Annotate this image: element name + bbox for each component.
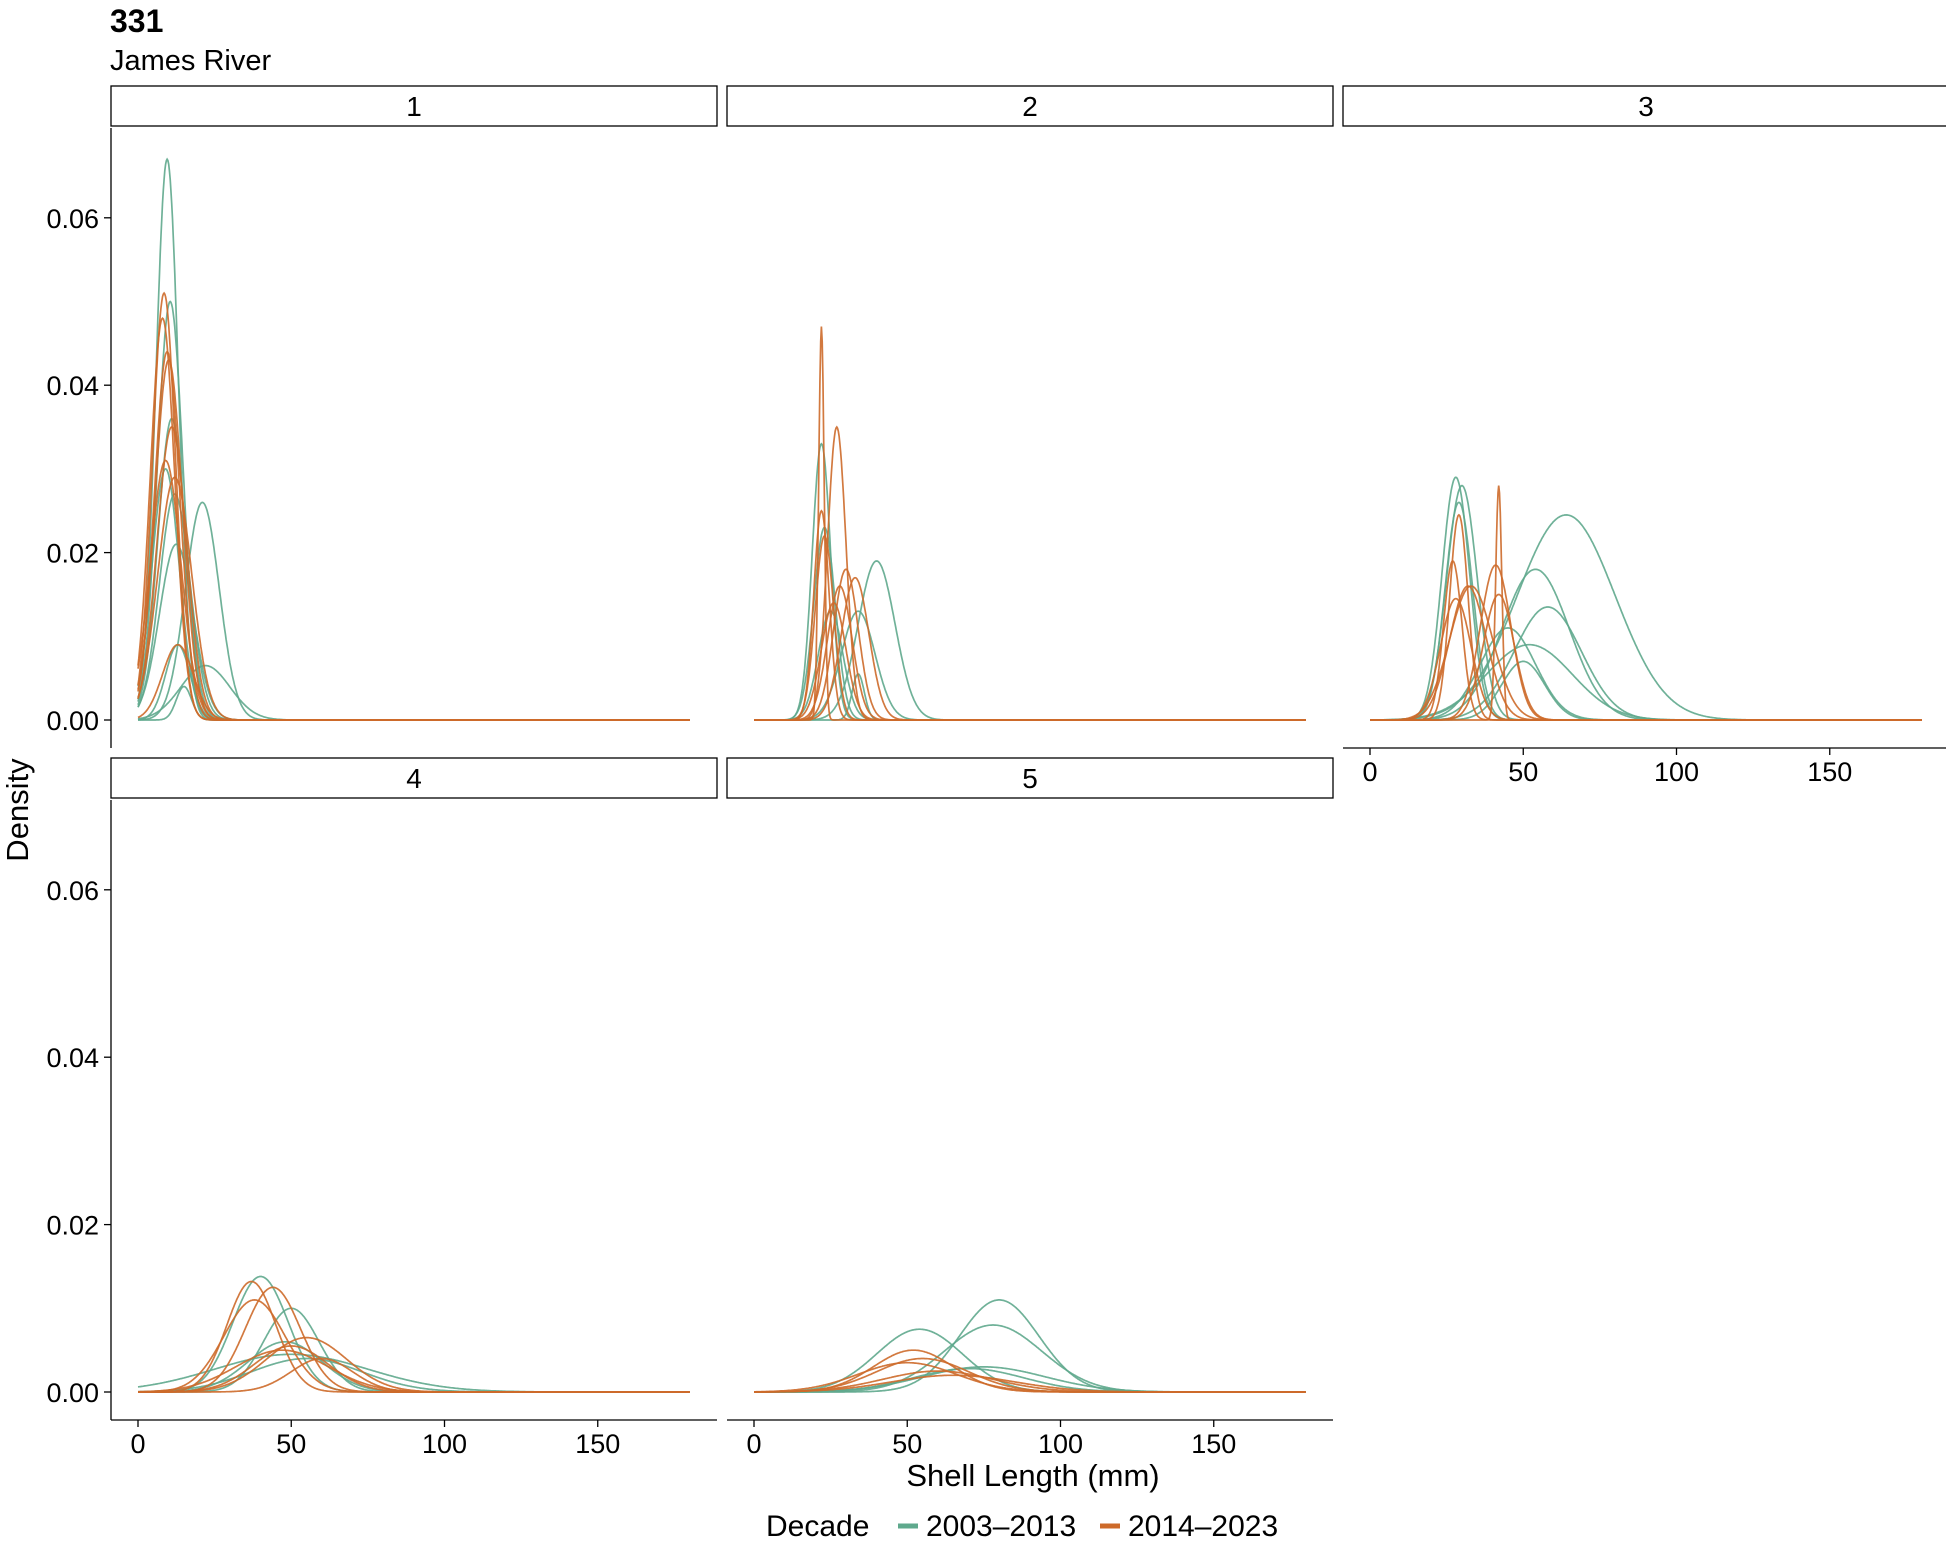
y-tick-label: 0.04 xyxy=(46,371,99,401)
x-tick-label: 50 xyxy=(276,1429,306,1459)
density-curve xyxy=(137,501,690,721)
y-tick-label: 0.02 xyxy=(46,539,99,569)
y-tick-label: 0.02 xyxy=(46,1211,99,1241)
density-curve xyxy=(137,643,690,721)
facet-panel-5: 50 50 100 150 xyxy=(726,757,1334,1459)
density-curve xyxy=(1370,568,1922,721)
facet-strip xyxy=(110,85,718,127)
facet-panel-3: 3 0 50 100 150 xyxy=(1342,85,1946,787)
y-tick-label: 0.06 xyxy=(46,876,99,906)
density-curve xyxy=(1370,564,1922,721)
facet-strip-label: 1 xyxy=(406,91,422,122)
density-curve xyxy=(137,643,690,721)
x-tick-label: 150 xyxy=(1191,1429,1236,1459)
density-curve xyxy=(137,157,690,721)
density-curve xyxy=(1370,513,1922,721)
facet-strip-label: 2 xyxy=(1022,91,1038,122)
density-curve xyxy=(1370,593,1922,721)
density-curve xyxy=(1370,597,1922,721)
y-axis-title: Density xyxy=(0,758,35,862)
x-tick-label: 150 xyxy=(1807,757,1852,787)
legend-label: 2003–2013 xyxy=(926,1510,1076,1543)
density-curve xyxy=(754,601,1306,721)
facet-strip xyxy=(726,85,1334,127)
density-curve xyxy=(138,1357,690,1393)
y-tick-label: 0.04 xyxy=(46,1043,99,1073)
facet-strip xyxy=(726,757,1334,799)
density-curve xyxy=(754,425,1306,721)
x-tick-label: 0 xyxy=(1362,757,1377,787)
legend-label: 2014–2023 xyxy=(1128,1510,1278,1543)
density-curve xyxy=(1370,660,1922,721)
x-tick-label: 50 xyxy=(1508,757,1538,787)
density-curve xyxy=(137,316,690,721)
density-curve xyxy=(1370,514,1922,721)
y-tick-label: 0.00 xyxy=(46,706,99,736)
x-tick-label: 50 xyxy=(892,1429,922,1459)
density-curve xyxy=(138,1299,690,1393)
density-curve xyxy=(137,291,690,721)
facet-strip-label: 4 xyxy=(406,763,422,794)
x-tick-label: 0 xyxy=(746,1429,761,1459)
facet-strip xyxy=(110,757,718,799)
y-tick-label: 0.00 xyxy=(46,1378,99,1408)
density-curve xyxy=(1370,476,1922,721)
facet-panel-4: 4 0.00 0.02 0.04 0.06 0 50 100 150 xyxy=(46,757,718,1459)
chart-title: 331 xyxy=(110,3,163,39)
x-tick-label: 100 xyxy=(422,1429,467,1459)
density-curve xyxy=(137,359,690,721)
density-curve xyxy=(1370,585,1922,721)
x-tick-label: 0 xyxy=(130,1429,145,1459)
density-curve xyxy=(1370,585,1922,721)
density-curve xyxy=(137,350,690,721)
facet-strip-label: 5 xyxy=(1022,763,1038,794)
density-curve xyxy=(1370,559,1922,721)
chart-subtitle: James River xyxy=(110,45,271,77)
density-curve xyxy=(1370,643,1922,721)
facet-strip xyxy=(1342,85,1946,127)
density-curve xyxy=(754,1299,1306,1393)
density-curve xyxy=(137,543,690,721)
facet-panel-1: 1 0.00 0.02 0.04 0.06 xyxy=(46,85,718,748)
density-curve xyxy=(1370,501,1922,721)
density-curve xyxy=(137,459,690,721)
density-curve xyxy=(754,442,1306,721)
x-tick-label: 100 xyxy=(1038,1429,1083,1459)
density-curve xyxy=(137,300,690,721)
x-tick-label: 150 xyxy=(575,1429,620,1459)
legend: Decade 2003–2013 2014–2023 xyxy=(766,1510,1278,1543)
density-curve xyxy=(138,1349,690,1393)
x-tick-label: 100 xyxy=(1654,757,1699,787)
y-tick-label: 0.06 xyxy=(46,204,99,234)
density-curve xyxy=(754,1374,1306,1393)
density-curve xyxy=(137,493,690,721)
x-axis-title: Shell Length (mm) xyxy=(906,1458,1159,1493)
panels: 10.000.020.040.062 30 50 100 15040.000.020.0… xyxy=(46,85,1946,1459)
legend-title: Decade xyxy=(766,1510,869,1543)
facet-strip-label: 3 xyxy=(1638,91,1654,122)
facet-panel-2: 2 xyxy=(726,85,1334,721)
density-curve xyxy=(137,664,690,721)
density-curve xyxy=(754,1328,1306,1393)
